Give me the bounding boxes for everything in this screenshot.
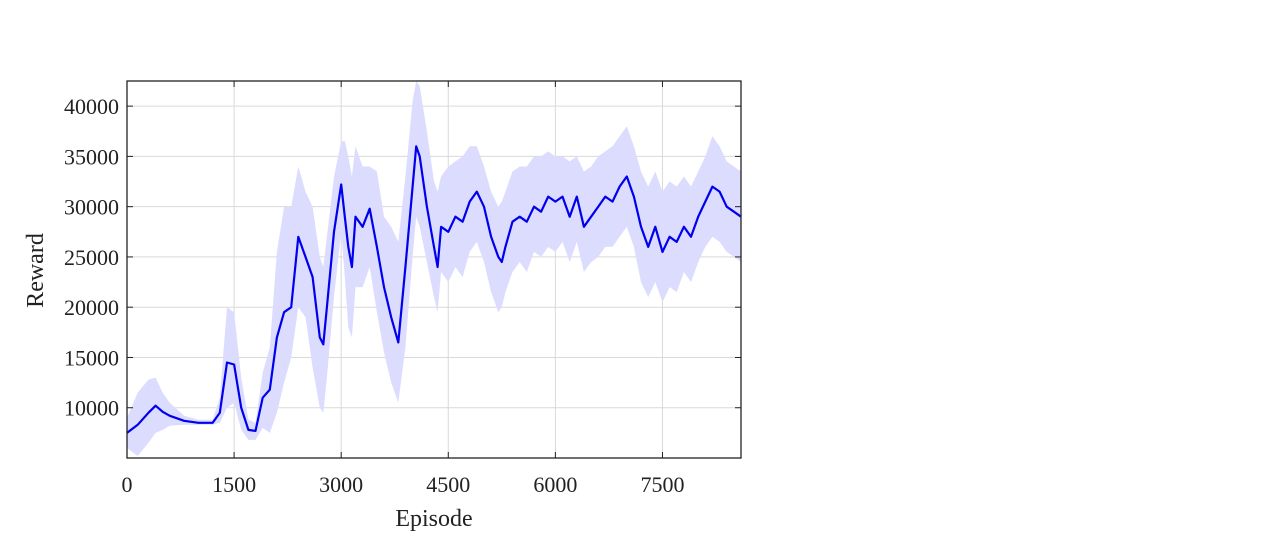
plot-frame [126, 80, 742, 459]
x-tick-label: 7500 [640, 472, 684, 497]
y-tick-label: 25000 [64, 245, 119, 270]
y-tick-label: 35000 [64, 144, 119, 169]
x-axis-title: Episode [395, 506, 472, 532]
x-tick-label: 3000 [319, 472, 363, 497]
y-tick-label: 15000 [64, 345, 119, 370]
y-tick-label: 10000 [64, 396, 119, 421]
axis-ticks: 0 1500 3000 4500 6000 7500 10000 15000 20000 2500… [64, 81, 741, 497]
series-line [126, 145, 742, 434]
series-band [127, 81, 741, 456]
x-tick-label: 0 [122, 472, 133, 497]
x-tick-label: 4500 [426, 472, 470, 497]
reward-series [126, 145, 742, 434]
y-tick-label: 20000 [64, 295, 119, 320]
x-tick-label: 6000 [533, 472, 577, 497]
x-tick-label: 1500 [212, 472, 256, 497]
y-axis-title: Reward [23, 233, 49, 308]
y-tick-label: 30000 [64, 195, 119, 220]
spread-band [127, 81, 741, 456]
y-tick-label: 40000 [64, 94, 119, 119]
